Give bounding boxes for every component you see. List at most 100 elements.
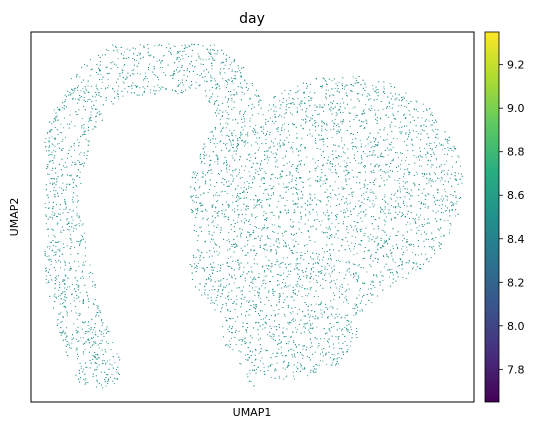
scatter-point [337,316,339,318]
scatter-point [49,190,51,193]
scatter-point [361,220,363,222]
scatter-point [298,221,300,223]
scatter-point [455,203,457,205]
scatter-point [55,151,57,153]
scatter-point [149,92,152,94]
scatter-point [322,360,324,362]
scatter-point [285,230,288,232]
scatter-point [250,276,252,278]
scatter-point [322,259,324,261]
scatter-point [117,58,119,60]
scatter-point [354,275,356,277]
scatter-point [396,152,398,154]
scatter-point [296,132,298,135]
scatter-point [234,320,236,323]
scatter-point [74,149,76,151]
scatter-point [291,148,293,150]
scatter-point [399,186,401,188]
scatter-point [305,294,307,296]
scatter-point [349,345,351,347]
scatter-point [80,234,82,236]
scatter-point [63,209,65,211]
scatter-point [195,59,197,61]
scatter-point [72,201,74,203]
scatter-point [64,161,67,163]
scatter-point [292,311,294,313]
scatter-point [295,327,297,329]
scatter-point [356,252,358,254]
scatter-point [229,325,231,327]
scatter-point [76,358,79,360]
scatter-point [331,79,333,82]
scatter-point [261,207,263,209]
scatter-point [45,137,47,139]
scatter-point [77,261,79,263]
scatter-point [328,329,330,331]
scatter-point [320,134,322,137]
scatter-point [334,118,336,121]
scatter-point [417,133,419,135]
scatter-point [112,380,114,382]
scatter-point [336,198,338,200]
scatter-point [328,315,330,317]
scatter-point [61,141,63,143]
scatter-point [264,171,266,173]
scatter-point [370,283,372,286]
scatter-point [83,264,85,266]
scatter-point [307,295,309,297]
scatter-point [235,295,238,297]
scatter-point [296,285,298,288]
scatter-point [323,310,325,313]
scatter-point [360,163,362,165]
scatter-point [224,64,226,66]
scatter-point [316,211,318,213]
scatter-point [400,248,403,250]
scatter-point [346,173,348,176]
scatter-point [81,117,83,119]
scatter-point [51,214,53,216]
scatter-point [421,165,423,167]
scatter-point [88,141,90,143]
scatter-point [283,231,286,233]
scatter-point [324,214,326,216]
scatter-point [268,110,270,112]
scatter-point [321,128,323,130]
scatter-point [329,275,331,277]
scatter-point [267,350,269,352]
scatter-point [249,236,251,238]
scatter-point [269,335,271,337]
scatter-point [231,100,233,102]
scatter-point [383,86,385,88]
scatter-point [384,127,386,129]
scatter-point [210,169,212,171]
scatter-point [360,121,363,123]
scatter-point [347,330,349,332]
scatter-point [234,242,236,244]
scatter-point [361,125,363,127]
scatter-point [70,239,72,241]
scatter-point [302,348,304,350]
scatter-point [329,306,331,308]
scatter-point [78,222,80,225]
scatter-point [53,234,55,236]
scatter-point [392,260,394,262]
scatter-point [338,288,340,290]
scatter-point [102,333,104,335]
scatter-point [232,143,234,146]
scatter-point [81,224,83,226]
scatter-point [406,188,409,190]
scatter-point [440,144,442,146]
scatter-point [216,191,218,193]
scatter-point [296,366,298,368]
scatter-point [435,145,438,147]
scatter-point [293,321,295,323]
scatter-point [292,317,295,320]
scatter-point [283,272,285,274]
scatter-point [452,150,454,152]
scatter-point [241,274,243,276]
scatter-point [246,244,248,246]
scatter-point [443,173,445,176]
scatter-point [284,282,286,284]
scatter-point [254,295,256,297]
scatter-point [219,280,221,282]
